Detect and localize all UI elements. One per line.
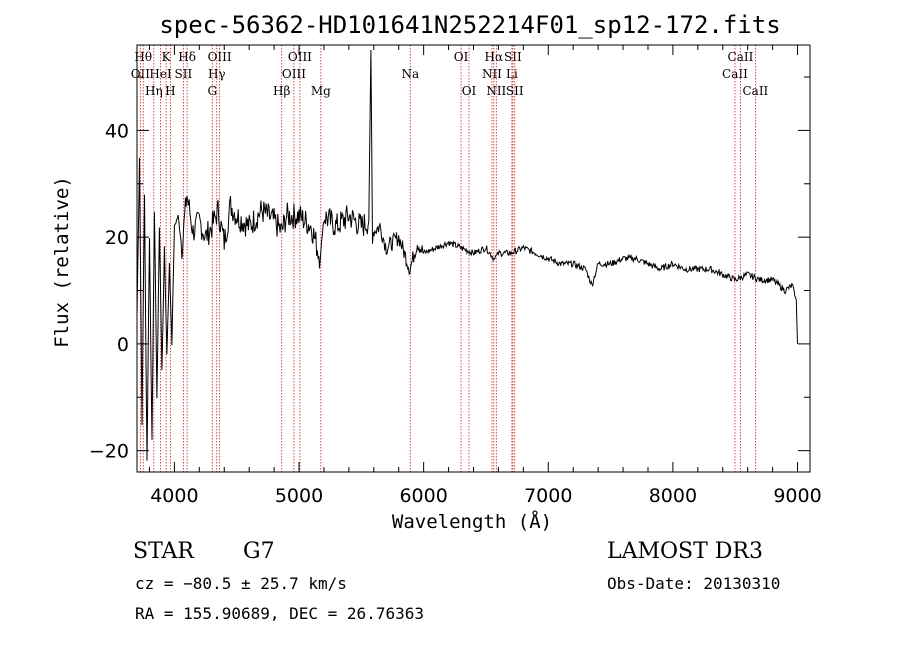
y-tick-label: 0 <box>117 334 129 356</box>
coordinates: RA = 155.90689, DEC = 26.76363 <box>135 604 424 623</box>
spectral-line-label: Hα <box>485 50 504 64</box>
x-tick-label: 6000 <box>399 485 447 507</box>
y-tick-label: 40 <box>105 120 129 142</box>
spectral-line-label: Mg <box>311 84 331 98</box>
spectral-line-label: OII <box>131 67 151 81</box>
spectral-line-label: NII <box>486 84 506 98</box>
x-tick-label: 9000 <box>773 485 821 507</box>
spectral-line-label: SII <box>175 67 193 81</box>
spectral-line-label: Hγ <box>208 67 226 81</box>
spectral-line-label: Hη <box>145 84 163 98</box>
x-axis-label: Wavelength (Å) <box>392 510 552 533</box>
plot-frame <box>136 44 811 473</box>
spectral-line-label: CaII <box>722 67 748 81</box>
x-tick-label: 4000 <box>150 485 198 507</box>
spectral-line-label: Na <box>401 67 419 81</box>
y-tick-label: −20 <box>89 441 129 463</box>
object-class: STAR <box>133 539 195 564</box>
axis-ticks: 4000 5000 6000 7000 8000 9000 −20 0 20 40 <box>89 45 822 507</box>
spectral-line-label: Hδ <box>178 50 196 64</box>
spectral-line-label: OIII <box>208 50 232 64</box>
spectral-line-label: OI <box>454 50 469 64</box>
spectral-line-label: K <box>162 50 172 64</box>
spectral-line-label: CaII <box>742 84 768 98</box>
chart-title: spec-56362-HD101641N252214F01_sp12-172.f… <box>159 11 780 39</box>
spectral-line-label: H <box>165 84 175 98</box>
y-axis-label: Flux (relative) <box>51 176 73 348</box>
x-tick-label: 8000 <box>649 485 697 507</box>
object-subclass: G7 <box>243 539 275 564</box>
y-tick-label: 20 <box>105 227 129 249</box>
spectral-line-label: G <box>207 84 217 98</box>
spectral-line-label: CaII <box>728 50 754 64</box>
redshift-value: cz = −80.5 ± 25.7 km/s <box>135 574 347 593</box>
spectral-line-label: OI <box>462 84 477 98</box>
obs-date: Obs-Date: 20130310 <box>607 574 780 593</box>
spectral-line-label: Hβ <box>273 84 290 98</box>
spectral-line-label: Li <box>506 67 518 81</box>
x-tick-label: 5000 <box>275 485 323 507</box>
spectral-line-label: NII <box>482 67 502 81</box>
spectral-line-label: HeI <box>149 67 172 81</box>
survey-name: LAMOST DR3 <box>607 539 763 564</box>
spectral-line-label: SII <box>506 84 524 98</box>
spectral-line-label: Hθ <box>134 50 152 64</box>
spectral-line-label: SII <box>504 50 522 64</box>
spectrum-line <box>136 49 798 461</box>
spectral-line-label: OIII <box>282 67 306 81</box>
spectral-line-label: OIII <box>288 50 312 64</box>
x-tick-label: 7000 <box>524 485 572 507</box>
